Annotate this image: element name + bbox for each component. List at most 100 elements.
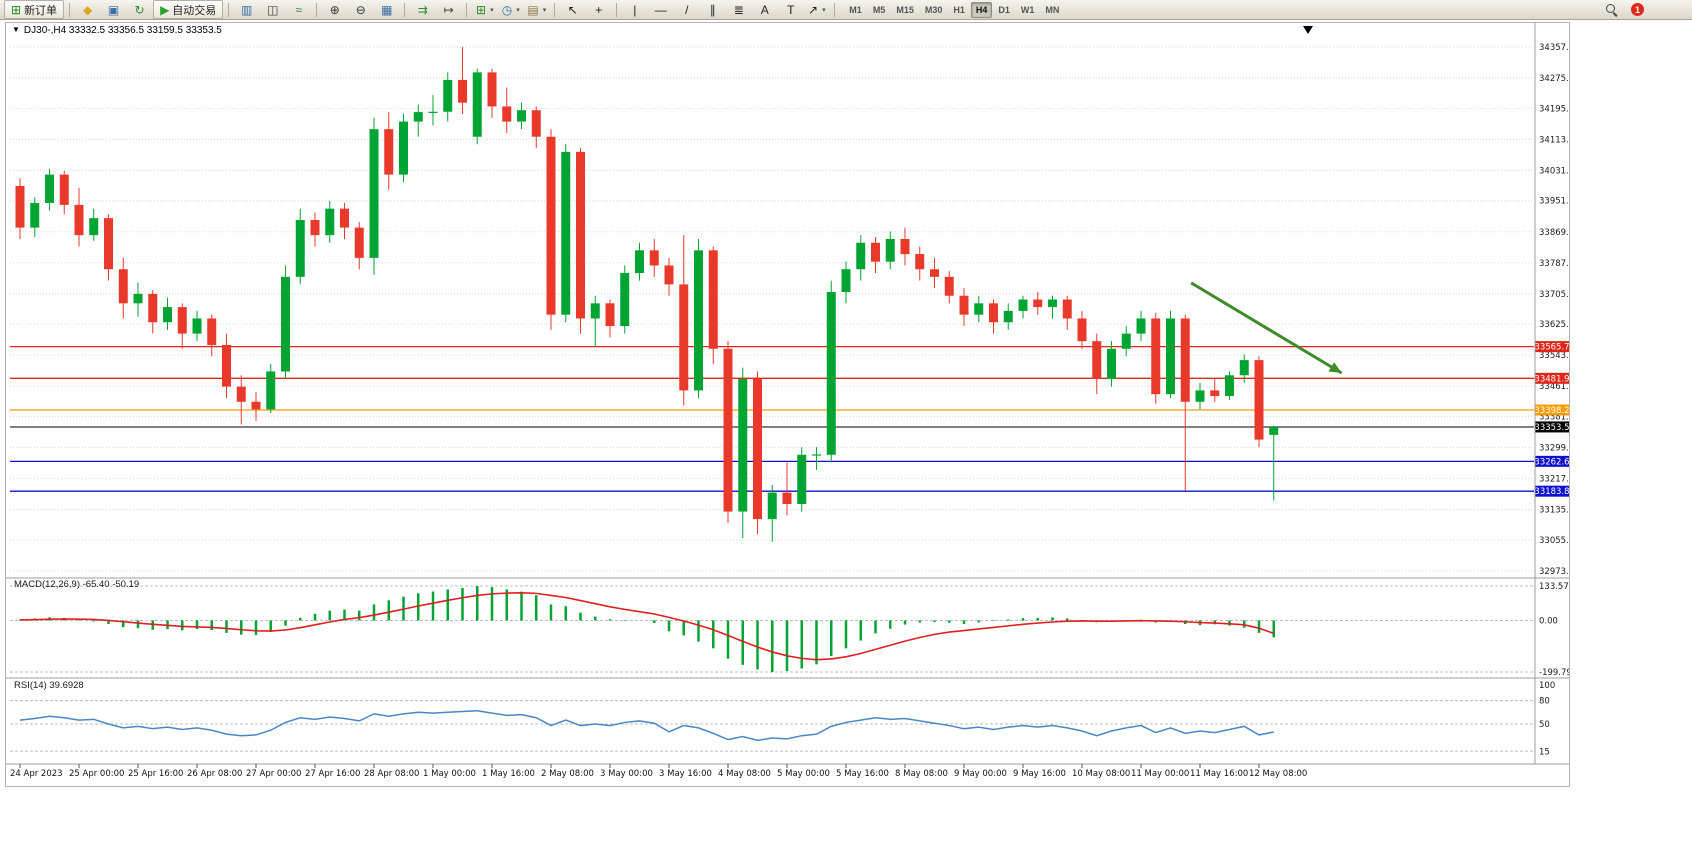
periods-button[interactable]: ◷ ▾ <box>498 0 523 19</box>
candle-body <box>649 250 659 266</box>
candle-body <box>148 293 158 323</box>
candle-body <box>944 276 954 296</box>
new-order-button[interactable]: ⊞ 新订单 <box>4 0 65 19</box>
new-order-icon: ⊞ <box>11 2 22 17</box>
symbol-search-button[interactable] <box>1599 0 1624 19</box>
tile-windows-button[interactable]: ▦ <box>374 0 399 19</box>
candle-body <box>531 110 541 137</box>
chevron-down-icon: ▾ <box>490 6 494 14</box>
price-chart[interactable]: 34357.0 34275.0 34195.0 34113.0 34031.0 33951… <box>6 23 1569 786</box>
zoom-out-button[interactable]: ⊖ <box>348 0 373 19</box>
auto-trading-button[interactable]: ▶ 自动交易 <box>153 0 224 19</box>
chart-symbol-info: ▼ DJ30-,H4 33332.5 33356.5 33159.5 33353… <box>12 24 222 36</box>
notifications-button[interactable]: 1 <box>1625 0 1650 19</box>
rsi-indicator-label: RSI(14) 39.6928 <box>14 680 84 691</box>
rsi-axis-label: 80 <box>1539 697 1550 707</box>
zoom-in-button[interactable]: ⊕ <box>322 0 347 19</box>
fibonacci-button[interactable]: ≣ <box>726 0 751 19</box>
candle-body <box>1195 390 1205 402</box>
candle-body <box>900 238 910 255</box>
candle-body <box>354 227 364 258</box>
templates-icon: ▤ <box>527 2 539 17</box>
refresh-icon: ↻ <box>134 2 145 17</box>
timeframe-mn-button[interactable]: MN <box>1045 4 1060 15</box>
timeframe-w1-button[interactable]: W1 <box>1020 4 1035 15</box>
market-watch-button[interactable]: ▣ <box>101 0 126 19</box>
candle-body <box>1166 318 1175 395</box>
auto-scroll-button[interactable]: ⇉ <box>410 0 435 19</box>
candle-body <box>295 220 305 277</box>
crosshair-button[interactable]: + <box>586 0 611 19</box>
line-chart-button[interactable]: ≈ <box>286 0 311 19</box>
timeframe-buttons: M1 M5 M15 M30 H1 H4 D1 W1 MN <box>844 1 1064 18</box>
indicators-button[interactable]: ⊞ ▾ <box>472 0 497 19</box>
timeframe-h1-button[interactable]: H1 <box>953 4 965 15</box>
arrows-button[interactable]: ↗ ▾ <box>804 0 829 19</box>
candle-body <box>812 454 821 456</box>
trend-arrow-head <box>1328 362 1342 373</box>
trendline-button[interactable]: / <box>674 0 699 19</box>
zoom-in-icon: ⊕ <box>329 2 340 17</box>
cursor-icon: ↖ <box>567 2 578 17</box>
candle-body <box>1018 299 1028 311</box>
refresh-button[interactable]: ↻ <box>127 0 152 19</box>
price-axis-label: 33787.0 <box>1539 259 1569 269</box>
candle-body <box>30 202 40 228</box>
timeframe-m15-button[interactable]: M15 <box>896 4 914 15</box>
price-axis-label: 32973.0 <box>1539 567 1569 577</box>
price-axis-label: 33543.0 <box>1539 351 1569 361</box>
chevron-down-icon: ▾ <box>542 6 547 14</box>
metaquotes-button[interactable]: ◆ <box>75 0 100 19</box>
chart-shift-button[interactable]: ↦ <box>436 0 461 19</box>
chart-ohlc-text: DJ30-,H4 33332.5 33356.5 33159.5 33353.5 <box>23 24 222 36</box>
price-axis-label: 33381.0 <box>1539 413 1569 423</box>
time-axis-label: 3 May 16:00 <box>659 769 712 779</box>
candle-body <box>1092 341 1102 380</box>
chevron-down-icon[interactable]: ▼ <box>12 25 20 34</box>
time-axis-label: 3 May 00:00 <box>600 769 653 779</box>
price-level-tag <box>1535 455 1569 467</box>
auto-trading-label: 自动交易 <box>172 4 217 17</box>
price-level-tag-label: 33183.8 <box>1534 487 1569 497</box>
price-level-tag <box>1535 485 1569 497</box>
candlestick-chart-icon: ◫ <box>267 2 279 17</box>
equidistant-channel-button[interactable]: ∥ <box>700 0 725 19</box>
text-label-button[interactable]: T <box>778 0 803 19</box>
timeframe-m5-button[interactable]: M5 <box>872 4 886 15</box>
candle-body <box>192 318 202 334</box>
time-axis-label: 8 May 08:00 <box>895 769 948 779</box>
timeframe-m30-button[interactable]: M30 <box>924 4 943 15</box>
timeframe-m1-button[interactable]: M1 <box>849 4 862 15</box>
macd-axis-label: 0.00 <box>1539 616 1558 626</box>
time-axis-label: 12 May 08:00 <box>1249 769 1307 779</box>
candle-body <box>266 371 276 410</box>
indicators-icon: ⊞ <box>476 2 487 17</box>
price-axis-label: 34113.0 <box>1539 135 1569 145</box>
time-axis-label: 26 Apr 08:00 <box>187 769 242 779</box>
price-axis-label: 33217.0 <box>1539 475 1569 485</box>
horizontal-line-button[interactable]: — <box>648 0 673 19</box>
candle-body <box>1077 318 1087 342</box>
candle-body <box>428 111 438 113</box>
time-axis-label: 5 May 00:00 <box>777 769 830 779</box>
candle-body <box>635 250 644 274</box>
timeframe-h4-button[interactable]: H4 <box>970 1 993 18</box>
candle-body <box>45 174 54 203</box>
candle-body <box>1210 390 1220 397</box>
candlestick-chart-button[interactable]: ◫ <box>260 0 285 19</box>
price-axis-label: 34275.0 <box>1539 74 1569 84</box>
chart-shift-marker-icon <box>1303 26 1313 34</box>
text-button[interactable]: A <box>752 0 777 19</box>
templates-button[interactable]: ▤ ▾ <box>524 0 549 19</box>
candle-body <box>576 151 585 319</box>
candle-body <box>502 106 512 122</box>
timeframe-d1-button[interactable]: D1 <box>998 4 1010 15</box>
vertical-line-button[interactable]: | <box>622 0 647 19</box>
candle-body <box>915 254 925 270</box>
candle-body <box>1269 426 1279 435</box>
auto-scroll-icon: ⇉ <box>417 2 428 17</box>
trend-arrow[interactable] <box>1190 281 1343 375</box>
candle-body <box>753 379 762 520</box>
bar-chart-button[interactable]: ▥ <box>234 0 259 19</box>
cursor-button[interactable]: ↖ <box>560 0 585 19</box>
